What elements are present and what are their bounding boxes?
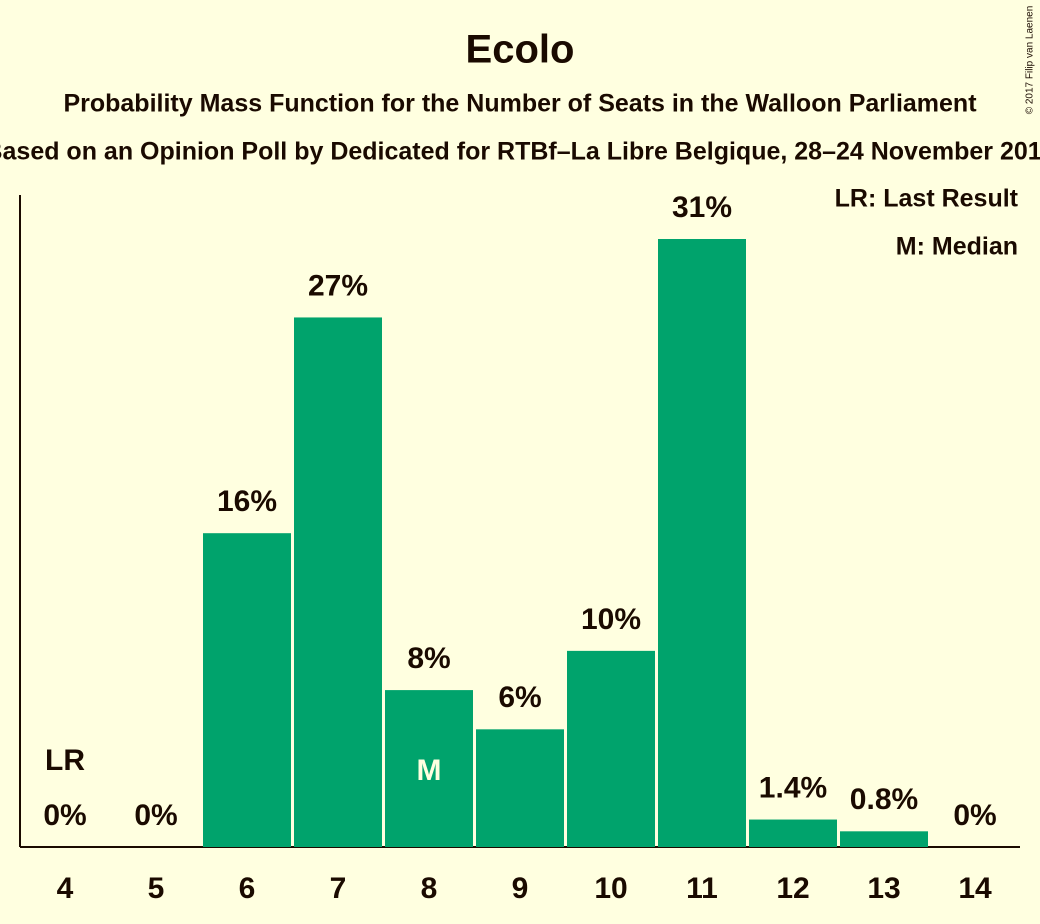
bar [749, 819, 837, 847]
bar [658, 239, 746, 847]
x-tick-label: 10 [594, 872, 627, 905]
bar [294, 317, 382, 847]
x-tick-label: 8 [421, 872, 438, 905]
legend-note: M: Median [896, 233, 1018, 261]
x-tick-label: 13 [867, 872, 900, 905]
last-result-marker: LR [45, 744, 85, 777]
x-tick-label: 6 [239, 872, 256, 905]
chart-subtitle: Probability Mass Function for the Number… [63, 90, 977, 118]
x-tick-label: 5 [148, 872, 165, 905]
value-label: 0.8% [850, 783, 918, 816]
value-label: 31% [672, 191, 732, 224]
value-label: 0% [134, 799, 177, 832]
x-tick-label: 14 [958, 872, 992, 905]
value-label: 10% [581, 603, 641, 636]
chart-caption: Based on an Opinion Poll by Dedicated fo… [0, 138, 1040, 166]
x-tick-label: 4 [57, 872, 74, 905]
bar [476, 729, 564, 847]
value-label: 27% [308, 269, 368, 302]
x-tick-label: 11 [686, 872, 718, 905]
value-label: 6% [498, 681, 541, 714]
value-label: 16% [217, 485, 277, 518]
legend-note: LR: Last Result [835, 185, 1019, 213]
bar [203, 533, 291, 847]
value-label: 1.4% [759, 771, 827, 804]
value-label: 8% [407, 642, 450, 675]
x-tick-label: 7 [330, 872, 347, 905]
bar [385, 690, 473, 847]
credit: © 2017 Filip van Laenen [1025, 6, 1036, 115]
x-tick-label: 9 [512, 872, 529, 905]
x-tick-label: 12 [776, 872, 809, 905]
value-label: 0% [953, 799, 996, 832]
chart-title: Ecolo [466, 28, 575, 72]
bar [840, 831, 928, 847]
bar [567, 650, 655, 847]
value-label: 0% [43, 799, 86, 832]
median-marker: M [417, 754, 442, 787]
